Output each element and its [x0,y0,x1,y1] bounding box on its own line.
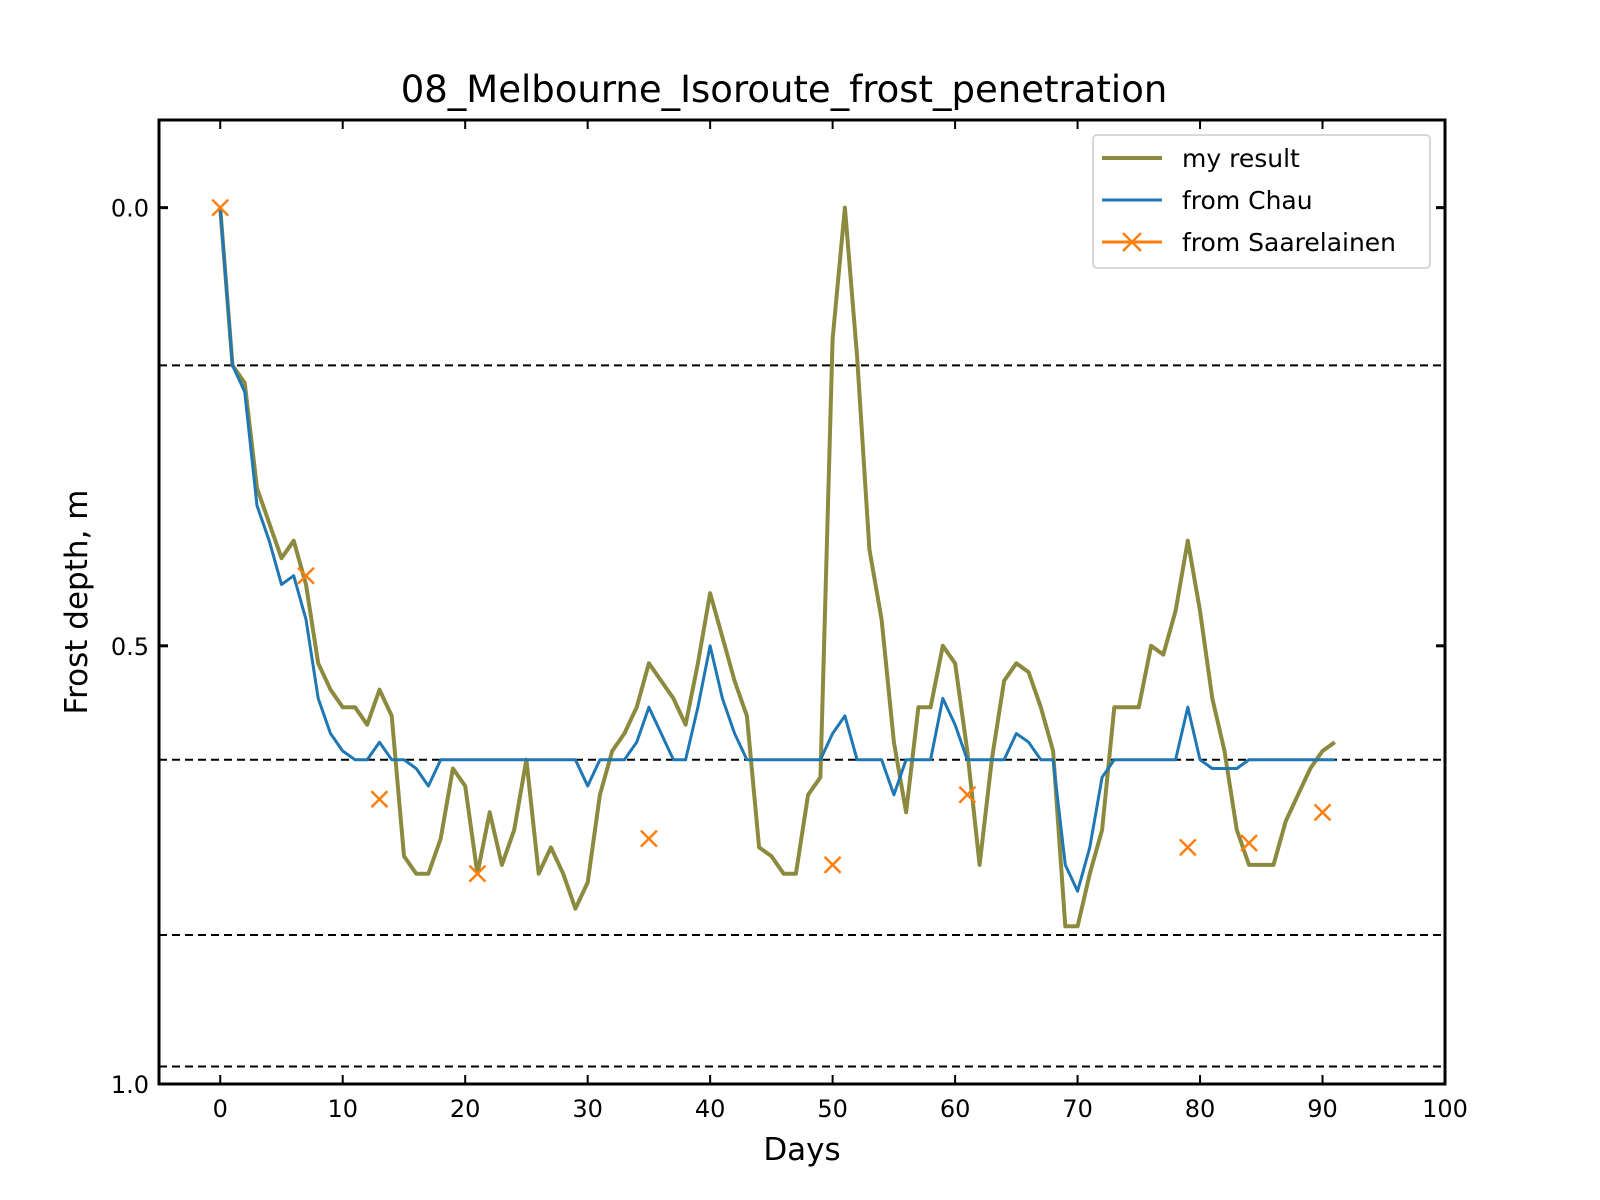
data-point-from-saarelainen-3 [468,864,487,883]
data-point-from-saarelainen-6 [958,785,977,804]
x-tick-label-90: 90 [1307,1095,1338,1123]
legend-marker-from-saarelainen [1122,232,1142,252]
y-axis-label: Frost depth, m [59,490,95,715]
y-axis: 0.0 0.5 1.0 [111,195,1445,1099]
data-point-from-saarelainen-8 [1240,834,1258,852]
x-tick-label-100: 100 [1422,1095,1468,1123]
x-tick-label-30: 30 [572,1095,603,1123]
data-point-from-saarelainen-1 [297,566,315,585]
legend-label-from-saarelainen: from Saarelainen [1182,228,1396,257]
legend: my result from Chau from Saarelainen [1092,134,1431,269]
x-tick-label-40: 40 [695,1095,726,1123]
x-tick-label-60: 60 [940,1095,971,1123]
y-tick-label-1: 0.5 [111,633,149,661]
x-tick-label-50: 50 [817,1095,848,1123]
plot-frame [157,118,1447,1086]
x-axis: 0 10 20 30 40 50 60 70 80 90 100 [213,120,1468,1123]
chart-title: 08_Melbourne_Isoroute_frost_penetration [401,68,1168,111]
x-tick-label-20: 20 [450,1095,481,1123]
series-line-from-chau [218,207,1335,893]
series-layer [211,198,1336,929]
data-point-from-saarelainen-0 [211,198,230,217]
data-point-from-saarelainen-5 [823,856,842,874]
legend-frame [1092,134,1431,269]
series-line-my-result [218,205,1336,929]
y-tick-label-0: 0.0 [111,195,149,223]
legend-label-from-chau: from Chau [1182,186,1313,215]
legend-label-my-result: my result [1182,144,1300,173]
x-tick-label-0: 0 [213,1095,228,1123]
y-tick-label-2: 1.0 [111,1071,149,1099]
data-point-from-saarelainen-4 [640,829,658,848]
x-tick-label-80: 80 [1185,1095,1216,1123]
data-point-from-saarelainen-7 [1178,838,1197,857]
x-tick-label-10: 10 [327,1095,358,1123]
data-point-from-saarelainen-9 [1313,803,1332,822]
x-axis-label: Days [763,1132,840,1168]
reference-lines [159,364,1445,1068]
x-tick-label-70: 70 [1062,1095,1093,1123]
data-point-from-saarelainen-2 [370,790,389,809]
